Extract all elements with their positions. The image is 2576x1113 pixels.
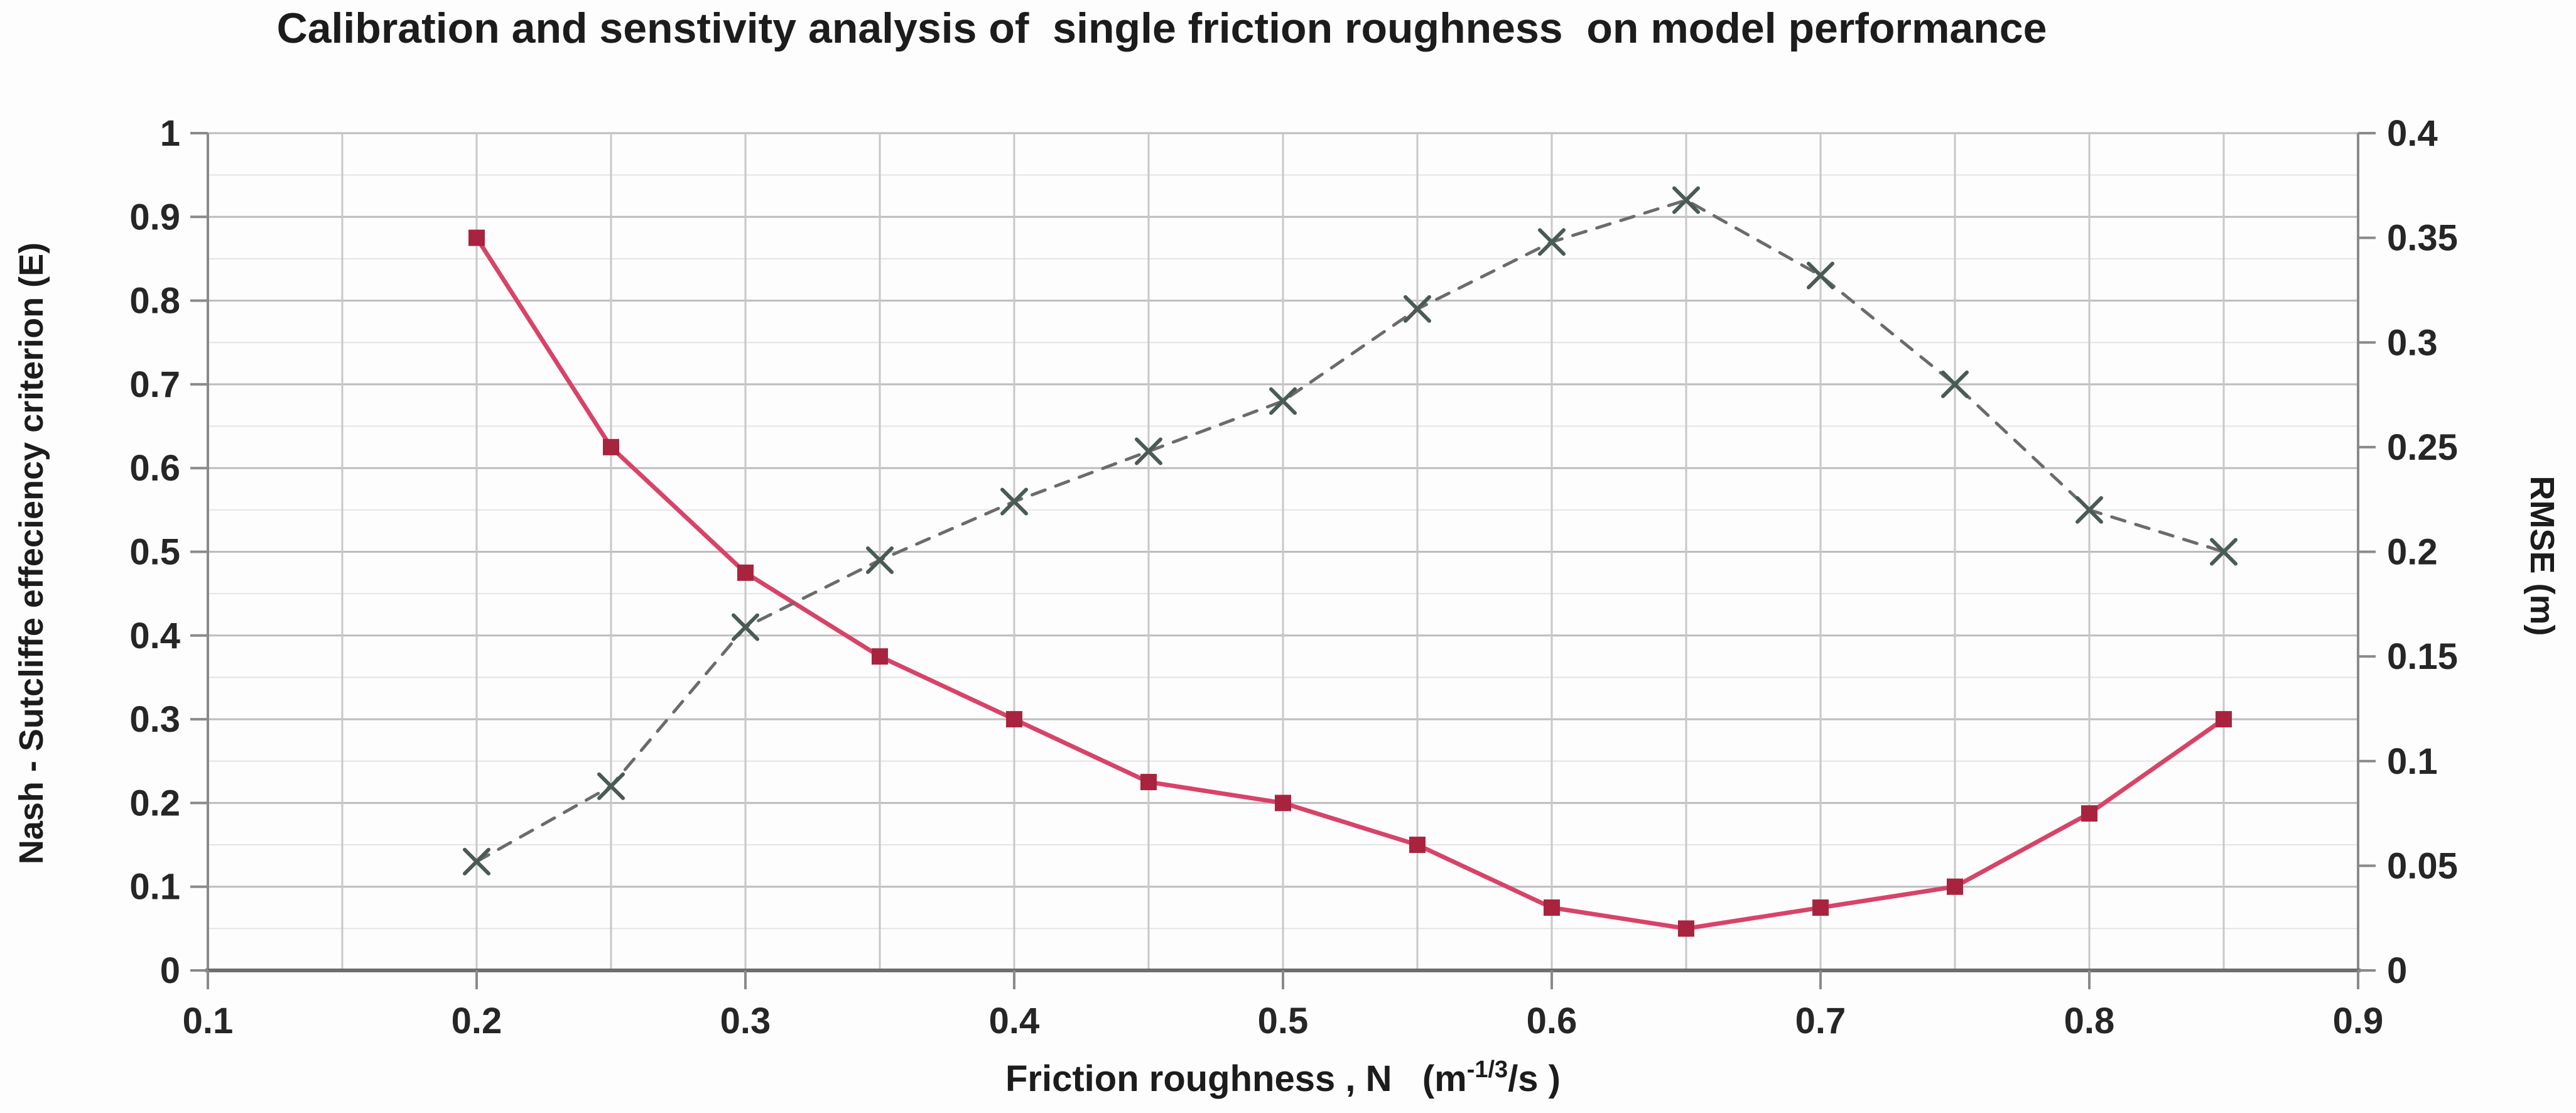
- data-point-marker-x[interactable]: [1000, 487, 1028, 516]
- data-point-marker-x[interactable]: [597, 772, 625, 800]
- chart-title: Calibration and senstivity analysis of s…: [276, 4, 2047, 52]
- y-left-tick-label: 0.1: [129, 867, 180, 908]
- data-point-marker-x[interactable]: [1269, 387, 1297, 415]
- data-point-marker-square[interactable]: [1812, 899, 1829, 916]
- data-point-marker-square[interactable]: [1275, 795, 1291, 812]
- data-point-marker-x[interactable]: [1672, 186, 1700, 214]
- x-tick-label: 0.7: [1795, 1001, 1846, 1041]
- dashed-line-series: [475, 198, 2226, 864]
- y-right-tick-label: 0.15: [2387, 636, 2458, 677]
- x-tick-label: 0.5: [1258, 1001, 1309, 1041]
- data-point-marker-square[interactable]: [1140, 774, 1157, 791]
- data-point-marker-square[interactable]: [1947, 878, 1963, 895]
- y-right-tick-label: 0.35: [2387, 218, 2458, 259]
- x-tick-label: 0.8: [2064, 1001, 2115, 1041]
- y-left-tick-label: 0.6: [129, 448, 180, 489]
- data-point-marker-x[interactable]: [732, 613, 759, 641]
- y-left-tick-label: 0.2: [129, 783, 180, 823]
- data-point-marker-x[interactable]: [1404, 295, 1431, 323]
- data-point-marker-square[interactable]: [1006, 711, 1022, 728]
- data-point-marker-x[interactable]: [1807, 261, 1834, 290]
- y-right-tick-label: 0.2: [2387, 532, 2438, 573]
- y-right-tick-label: 0.4: [2387, 113, 2438, 154]
- data-point-marker-square[interactable]: [603, 438, 619, 455]
- data-point-marker-x[interactable]: [866, 546, 894, 574]
- x-axis-label-text: Friction roughness , N (m: [1005, 1058, 1467, 1099]
- data-point-marker-square[interactable]: [1409, 837, 1426, 854]
- y-left-tick-label: 0.3: [129, 699, 180, 740]
- y-left-tick-label: 0.4: [129, 616, 180, 656]
- data-point-marker-x[interactable]: [2210, 538, 2238, 566]
- x-tick-label: 0.4: [989, 1001, 1040, 1041]
- data-point-marker-x[interactable]: [1538, 228, 1566, 256]
- y-right-tick-label: 0: [2387, 950, 2407, 991]
- data-point-marker-x[interactable]: [1941, 370, 1969, 398]
- y-right-tick-label: 0.25: [2387, 427, 2458, 468]
- x-tick-label: 0.3: [720, 1001, 771, 1041]
- x-axis-label: Friction roughness , N (m-1/3/s ): [208, 1056, 2358, 1100]
- data-point-marker-x[interactable]: [1135, 437, 1162, 465]
- data-point-marker-square[interactable]: [2216, 711, 2232, 728]
- data-point-marker-square[interactable]: [468, 229, 485, 246]
- data-point-marker-square[interactable]: [1544, 899, 1560, 916]
- data-point-marker-square[interactable]: [737, 564, 754, 581]
- y-right-tick-label: 0.05: [2387, 845, 2458, 886]
- data-point-marker-x[interactable]: [463, 847, 490, 876]
- y-right-tick-label: 0.3: [2387, 322, 2438, 363]
- x-tick-label: 0.6: [1527, 1001, 1578, 1041]
- solid-line-series: [474, 236, 2226, 931]
- x-tick-label: 0.2: [452, 1001, 502, 1041]
- x-tick-label: 0.1: [183, 1001, 234, 1041]
- data-point-marker-x[interactable]: [2075, 496, 2103, 524]
- x-axis-label-superscript: -1/3: [1466, 1056, 1508, 1083]
- y-left-tick-label: 0: [160, 950, 180, 991]
- y-left-tick-label: 0.7: [129, 364, 180, 405]
- y-left-tick-label: 0.5: [129, 532, 180, 573]
- y-left-tick-label: 0.9: [129, 197, 180, 237]
- y-left-tick-label: 1: [160, 113, 180, 154]
- y-left-tick-label: 0.8: [129, 281, 180, 322]
- x-axis-label-units: /s ): [1508, 1058, 1561, 1099]
- data-point-marker-square[interactable]: [872, 648, 888, 665]
- data-point-marker-square[interactable]: [1678, 920, 1694, 937]
- x-tick-label: 0.9: [2333, 1001, 2384, 1041]
- data-point-marker-square[interactable]: [2081, 805, 2097, 822]
- y-right-tick-label: 0.1: [2387, 741, 2438, 782]
